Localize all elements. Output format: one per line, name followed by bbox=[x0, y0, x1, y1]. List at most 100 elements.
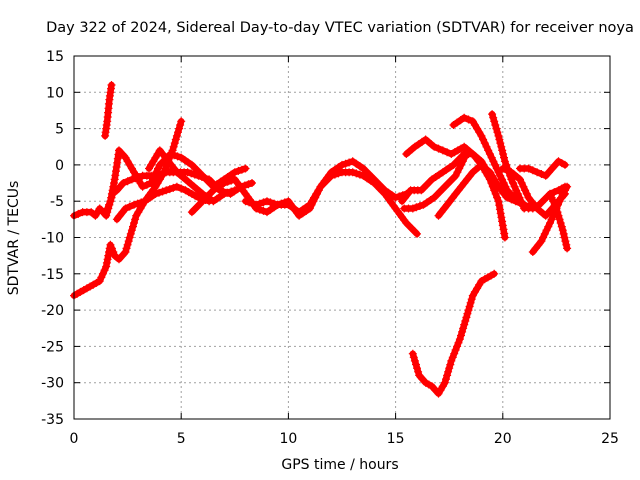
data-point-marker bbox=[500, 233, 509, 242]
data-point-marker bbox=[237, 165, 246, 174]
data-point-marker bbox=[484, 146, 493, 155]
data-point-marker bbox=[171, 135, 180, 144]
data-point-marker bbox=[355, 170, 364, 179]
data-point-marker bbox=[266, 198, 275, 207]
data-point-marker bbox=[498, 221, 507, 230]
data-point-marker bbox=[187, 169, 196, 178]
data-point-marker bbox=[466, 298, 475, 307]
data-point-marker bbox=[220, 179, 229, 187]
data-point-marker bbox=[547, 193, 556, 202]
data-point-marker bbox=[110, 179, 118, 187]
data-point-marker bbox=[447, 356, 456, 365]
data-point-marker bbox=[414, 367, 423, 376]
data-point-marker bbox=[100, 266, 109, 275]
data-point-marker bbox=[241, 197, 250, 206]
data-point-marker bbox=[148, 175, 157, 184]
data-point-marker bbox=[489, 113, 498, 122]
data-point-marker bbox=[125, 202, 134, 211]
data-point-marker bbox=[493, 193, 502, 202]
data-point-marker bbox=[194, 193, 203, 202]
data-point-marker bbox=[123, 240, 132, 249]
data-point-marker bbox=[507, 175, 516, 184]
data-point-marker bbox=[110, 251, 119, 260]
data-point-marker bbox=[130, 219, 138, 227]
data-point-marker bbox=[494, 197, 503, 206]
data-point-marker bbox=[453, 342, 462, 351]
data-point-marker bbox=[98, 269, 107, 278]
data-point-marker bbox=[118, 251, 127, 260]
data-point-marker bbox=[487, 179, 496, 187]
data-point-marker bbox=[176, 121, 185, 129]
data-point-marker bbox=[338, 160, 346, 169]
data-point-marker bbox=[448, 353, 457, 362]
data-point-marker bbox=[496, 139, 505, 148]
y-tick-label: 15 bbox=[46, 49, 64, 65]
data-point-marker bbox=[480, 139, 489, 148]
data-point-marker bbox=[517, 197, 525, 206]
data-point-marker bbox=[495, 201, 504, 210]
data-point-marker bbox=[465, 302, 474, 311]
data-point-marker bbox=[557, 193, 566, 202]
data-point-marker bbox=[108, 186, 117, 195]
data-point-marker bbox=[177, 117, 186, 126]
data-point-marker bbox=[107, 81, 116, 89]
data-point-marker bbox=[563, 244, 572, 253]
data-point-marker bbox=[554, 211, 563, 220]
data-point-marker bbox=[562, 240, 571, 249]
data-point-marker bbox=[464, 306, 473, 315]
series-arc-q bbox=[528, 182, 572, 256]
data-point-marker bbox=[119, 179, 128, 187]
data-point-marker bbox=[453, 168, 462, 177]
data-point-marker bbox=[496, 171, 505, 180]
data-point-marker bbox=[546, 189, 554, 198]
data-point-marker bbox=[459, 324, 468, 333]
data-point-marker bbox=[550, 200, 559, 209]
data-point-marker bbox=[460, 113, 469, 122]
data-point-marker bbox=[497, 175, 506, 184]
data-point-marker bbox=[126, 229, 135, 238]
data-point-marker bbox=[102, 208, 111, 217]
data-point-marker bbox=[123, 177, 132, 186]
x-tick-label: 15 bbox=[387, 431, 405, 447]
data-point-marker bbox=[334, 169, 343, 178]
x-tick-label: 20 bbox=[494, 431, 512, 447]
data-point-marker bbox=[410, 356, 419, 365]
y-tick-label: -15 bbox=[41, 267, 64, 283]
data-point-marker bbox=[494, 131, 503, 140]
y-tick-label: 0 bbox=[55, 158, 64, 174]
data-point-marker bbox=[496, 209, 505, 218]
data-point-marker bbox=[412, 360, 420, 369]
data-point-marker bbox=[277, 199, 286, 208]
data-point-marker bbox=[488, 110, 497, 119]
data-point-marker bbox=[495, 135, 504, 144]
data-point-marker bbox=[500, 153, 508, 162]
data-point-marker bbox=[345, 158, 354, 167]
data-point-marker bbox=[95, 277, 104, 286]
data-point-marker bbox=[522, 189, 531, 198]
data-point-marker bbox=[191, 191, 200, 200]
data-point-marker bbox=[451, 171, 460, 180]
data-point-marker bbox=[170, 139, 179, 148]
data-point-marker bbox=[137, 198, 146, 207]
data-point-marker bbox=[167, 150, 176, 158]
data-point-marker bbox=[510, 182, 519, 191]
data-point-marker bbox=[498, 217, 507, 226]
data-point-marker bbox=[161, 164, 170, 173]
y-tick-label: 5 bbox=[55, 122, 64, 138]
data-point-marker bbox=[460, 153, 469, 162]
data-point-marker bbox=[252, 200, 261, 209]
data-point-marker bbox=[241, 164, 250, 173]
data-point-marker bbox=[485, 175, 494, 184]
data-point-marker bbox=[223, 188, 232, 197]
series-arc-l bbox=[434, 160, 509, 242]
data-point-marker bbox=[498, 146, 507, 155]
data-point-marker bbox=[125, 233, 134, 242]
data-point-marker bbox=[169, 183, 178, 192]
data-point-marker bbox=[479, 135, 488, 144]
data-point-marker bbox=[498, 164, 507, 173]
data-point-marker bbox=[430, 142, 439, 151]
data-point-marker bbox=[413, 229, 421, 238]
data-point-marker bbox=[501, 182, 510, 191]
data-point-marker bbox=[113, 158, 122, 167]
